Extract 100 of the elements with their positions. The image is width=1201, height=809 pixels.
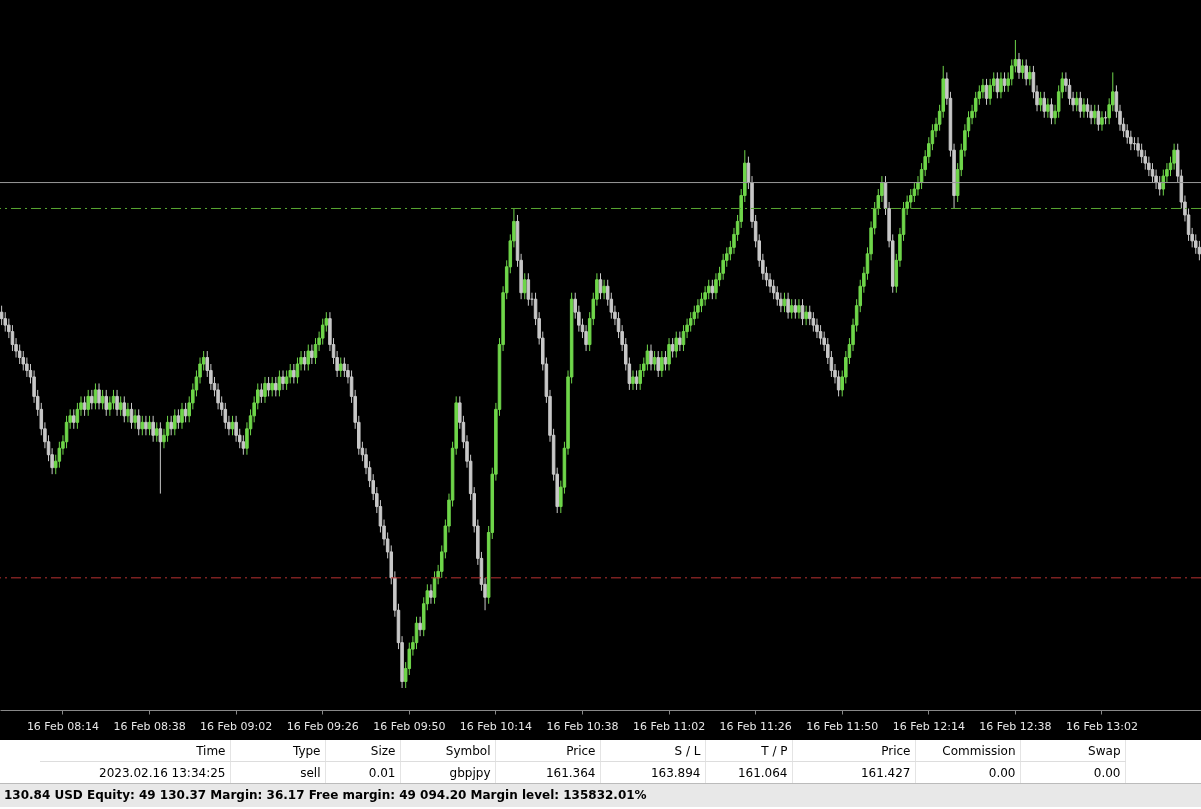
x-tick-label: 16 Feb 11:50 <box>806 719 879 733</box>
candlestick <box>1042 91 1047 119</box>
x-tick-label: 16 Feb 09:02 <box>200 719 273 733</box>
x-tick-label: 16 Feb 11:02 <box>632 719 706 733</box>
candlestick <box>302 350 307 371</box>
candlestick <box>631 369 635 391</box>
candlestick <box>310 344 314 365</box>
text: 2023.02.16 13:34:25 <box>40 761 230 783</box>
candlestick <box>100 389 105 410</box>
candlestick <box>995 71 1000 99</box>
candlestick <box>133 408 137 430</box>
text: Swap <box>1020 740 1125 762</box>
candlestick <box>72 408 76 430</box>
candlestick <box>710 279 715 300</box>
text: Price <box>495 740 600 762</box>
x-tick-label: 16 Feb 10:14 <box>459 719 532 733</box>
candlestick <box>338 357 343 378</box>
candlestick <box>634 369 639 391</box>
candlestick <box>306 344 311 371</box>
text: Type <box>230 740 325 762</box>
candlestick <box>660 350 664 378</box>
candlestick <box>1020 58 1025 80</box>
x-tick-label: 16 Feb 08:38 <box>113 719 186 733</box>
text: Price <box>792 740 915 762</box>
candlestick <box>674 331 679 359</box>
text: Time <box>40 740 230 762</box>
candlestick <box>1002 71 1007 93</box>
candlestick <box>789 298 794 320</box>
x-tick-label: 16 Feb 09:26 <box>286 719 359 733</box>
x-tick-label: 16 Feb 13:02 <box>1065 719 1139 733</box>
candlestick <box>136 408 141 436</box>
candlestick <box>292 363 296 384</box>
candlestick <box>656 350 660 378</box>
candlestick <box>678 331 682 352</box>
text: Commission <box>915 740 1020 762</box>
text: 0.00 <box>1020 761 1125 783</box>
candlestick <box>118 395 123 417</box>
candlestick <box>97 382 101 410</box>
candlestick <box>266 376 271 397</box>
candlestick <box>1024 58 1028 86</box>
candlestick <box>602 279 606 300</box>
text: Size <box>325 740 400 762</box>
x-tick-label: 16 Feb 11:26 <box>719 719 792 733</box>
candlestick <box>1096 104 1101 132</box>
candlestick <box>649 344 653 371</box>
text: 161.427 <box>792 761 915 783</box>
candlestick <box>169 415 173 436</box>
text: 130.84 USD Equity: 49 130.37 Margin: 36.17 Free margin: 49 094.20 Margin level: 135832.01% <box>0 783 1201 807</box>
candlestick <box>90 389 94 410</box>
candlestick <box>526 272 531 307</box>
text: sell <box>230 761 325 783</box>
text: S / L <box>600 740 705 762</box>
candlestick <box>180 402 184 430</box>
candlestick <box>104 389 109 417</box>
text: gbpjpy <box>400 761 495 783</box>
candlestick <box>259 382 264 404</box>
candlestick <box>158 421 163 495</box>
candlestick <box>999 71 1003 99</box>
candlestick <box>793 298 798 320</box>
candlestick <box>263 376 267 404</box>
candlestick <box>1046 97 1050 119</box>
candlestick <box>277 369 282 397</box>
candlestick <box>418 616 422 637</box>
candlestick <box>144 415 148 436</box>
candlestick <box>93 382 98 410</box>
candlestick <box>176 408 181 430</box>
text: T / P <box>705 740 792 762</box>
candlestick <box>1017 52 1021 80</box>
candlestick <box>173 408 177 436</box>
candlestick <box>670 337 675 359</box>
x-tick-label: 16 Feb 10:38 <box>546 719 619 733</box>
candlestick <box>786 292 790 320</box>
x-tick-label: 16 Feb 12:14 <box>892 719 965 733</box>
candlestick <box>151 415 155 443</box>
text: 0.01 <box>325 761 400 783</box>
x-tick-label: 16 Feb 12:38 <box>979 719 1052 733</box>
candlestick <box>86 389 90 417</box>
text: 161.064 <box>705 761 792 783</box>
candlestick <box>115 389 119 417</box>
candlestick <box>270 376 274 397</box>
text: Symbol <box>400 740 495 762</box>
candlestick <box>652 350 657 371</box>
candlestick <box>126 402 130 423</box>
candlestick <box>281 369 285 391</box>
candlestick <box>804 305 808 326</box>
x-tick-label: 16 Feb 09:50 <box>373 719 446 733</box>
candlestick <box>429 583 433 605</box>
candlestick <box>154 421 159 443</box>
candlestick <box>1078 91 1083 119</box>
candlestick <box>140 415 145 436</box>
candlestick <box>274 376 278 397</box>
text: 161.364 <box>495 761 600 783</box>
candlestick <box>667 337 671 371</box>
candlestick <box>1100 110 1104 132</box>
candlestick <box>663 350 668 371</box>
candlestick <box>82 395 87 417</box>
candlestick <box>122 395 127 423</box>
candlestick <box>797 298 801 320</box>
text: 163.894 <box>600 761 705 783</box>
x-tick-label: 16 Feb 08:14 <box>26 719 100 733</box>
